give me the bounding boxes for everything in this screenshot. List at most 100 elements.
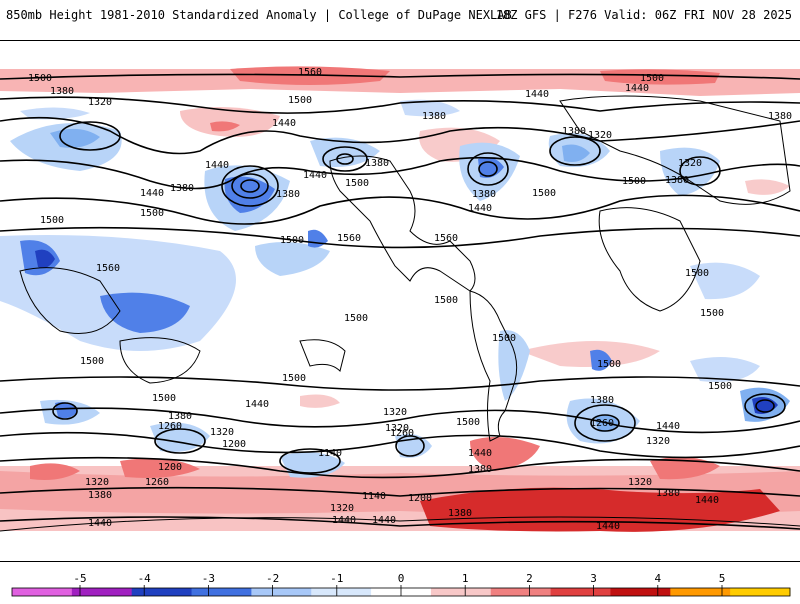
contour-label: 1380	[170, 183, 194, 194]
contour-label: 1320	[588, 130, 612, 141]
contour-label: 1320	[330, 503, 354, 514]
contour-label: 1500	[80, 356, 104, 367]
contour-label: 1500	[345, 178, 369, 189]
antarctica-outline	[0, 516, 800, 532]
contour-label: 1200	[158, 462, 182, 473]
colorbar-tick-label: 1	[462, 572, 469, 585]
colorbar-segment	[311, 588, 372, 596]
contour-label: 1380	[472, 189, 496, 200]
contour-label: 1500	[700, 308, 724, 319]
anomaly-map: 1560 1500 1500 1440 1440 1500 1380 1320 …	[0, 41, 800, 561]
contour-label: 1500	[597, 359, 621, 370]
contour-label: 1440	[303, 170, 327, 181]
colorbar-tick-label: -2	[266, 572, 279, 585]
contour-label: 1440	[625, 83, 649, 94]
contour-label: 1380	[50, 86, 74, 97]
contour-label: 1380	[656, 488, 680, 499]
contour-label: 1200	[222, 439, 246, 450]
map-title: 850mb Height 1981-2010 Standardized Anom…	[6, 8, 512, 22]
south-america-outline	[469, 290, 518, 442]
contour-label: 1380	[168, 411, 192, 422]
colorbar-tick-label: 5	[719, 572, 726, 585]
colorbar-segment	[490, 588, 552, 596]
contour-labels: 1560 1500 1500 1440 1440 1500 1380 1320 …	[28, 67, 792, 532]
colorbar-segment	[430, 588, 492, 596]
colorbar-segment	[550, 588, 611, 596]
map-panel: 1560 1500 1500 1440 1440 1500 1380 1320 …	[0, 40, 800, 562]
contour-label: 1380	[665, 175, 689, 186]
contour-label: 1440	[140, 188, 164, 199]
contour-label: 1500	[152, 393, 176, 404]
contour-label: 1500	[492, 333, 516, 344]
contour-label: 1500	[532, 188, 556, 199]
colorbar-tick-label: 2	[526, 572, 533, 585]
colorbar-tick-label: 3	[590, 572, 597, 585]
colorbar-segment	[670, 588, 731, 596]
north-america-outline	[329, 155, 476, 292]
colorbar-tick-label: -4	[138, 572, 152, 585]
coastlines	[0, 95, 800, 532]
contour-label: 1500	[28, 73, 52, 84]
colorbar-segment	[191, 588, 252, 596]
contour-label: 1320	[385, 423, 409, 434]
colorbar-tick-label: 0	[398, 572, 405, 585]
contour-label: 1500	[288, 95, 312, 106]
colorbar-segment	[610, 588, 671, 596]
contour-label: 1560	[434, 233, 458, 244]
contour-label: 1440	[205, 160, 229, 171]
contour-label: 1380	[590, 395, 614, 406]
contour-label: 1320	[210, 427, 234, 438]
contour-label: 1380	[365, 158, 389, 169]
contour-label: 1320	[85, 477, 109, 488]
positive-anomaly-shading	[0, 66, 800, 532]
nz-outline	[299, 339, 346, 372]
colorbar-tick-label: -1	[330, 572, 343, 585]
colorbar-tick-label: -5	[73, 572, 86, 585]
colorbar-segment	[730, 588, 791, 596]
contour-label: 1440	[332, 515, 356, 526]
contour-label: 1260	[590, 418, 614, 429]
contour-label: 1560	[337, 233, 361, 244]
contour-label: 1500	[282, 373, 306, 384]
australia-outline	[119, 337, 201, 384]
contour-label: 1500	[434, 295, 458, 306]
contour-label: 1500	[344, 313, 368, 324]
contour-label: 1440	[468, 203, 492, 214]
contour-label: 1320	[88, 97, 112, 108]
header: 850mb Height 1981-2010 Standardized Anom…	[0, 0, 800, 30]
contour-label: 1380	[468, 464, 492, 475]
asia-east-outline	[19, 267, 121, 334]
contour-label: 1440	[372, 515, 396, 526]
colorbar: -5 -4 -3 -2 -1 0 1 2 3 4 5	[0, 566, 800, 600]
contour-label: 1440	[245, 399, 269, 410]
contour-label: 1500	[622, 176, 646, 187]
colorbar-segment	[131, 588, 193, 596]
contour-label: 1440	[695, 495, 719, 506]
contour-label: 1380	[422, 111, 446, 122]
contour-label: 1380	[768, 111, 792, 122]
contour-label: 1500	[280, 235, 304, 246]
eurasia-outline	[559, 95, 791, 205]
run-info: 18Z GFS | F276 Valid: 06Z FRI NOV 28 202…	[495, 8, 792, 22]
contour-label: 1560	[96, 263, 120, 274]
contour-label: 1200	[408, 493, 432, 504]
contour-label: 1140	[318, 448, 342, 459]
contour-label: 1500	[456, 417, 480, 428]
colorbar-svg: -5 -4 -3 -2 -1 0 1 2 3 4 5	[11, 572, 791, 597]
contour-label: 1500	[40, 215, 64, 226]
colorbar-segment	[12, 588, 73, 596]
contour-label: 1440	[656, 421, 680, 432]
contour-label: 1440	[596, 521, 620, 532]
contour-label: 1260	[145, 477, 169, 488]
height-contours	[0, 73, 800, 530]
contour-label: 1440	[88, 518, 112, 529]
contour-label: 1320	[628, 477, 652, 488]
contour-label: 1440	[272, 118, 296, 129]
contour-label: 1380	[88, 490, 112, 501]
colorbar-segment	[71, 588, 133, 596]
contour-label: 1500	[140, 208, 164, 219]
contour-label: 1320	[678, 158, 702, 169]
contour-label: 1320	[646, 436, 670, 447]
contour-label: 1440	[525, 89, 549, 100]
colorbar-tick-label: 4	[654, 572, 661, 585]
